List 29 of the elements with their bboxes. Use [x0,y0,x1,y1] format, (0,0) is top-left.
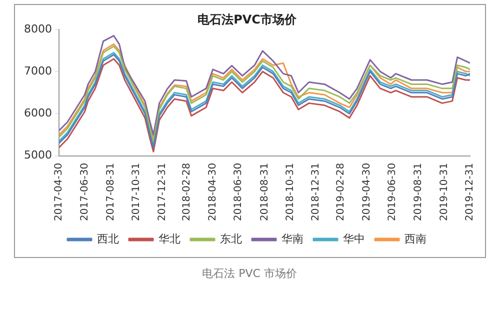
x-tick-label: 2019-10-31 [438,162,450,222]
x-tick-label: 2018-08-31 [259,162,270,222]
x-tick-label: 2017-12-31 [156,162,168,222]
legend-label: 西北 [97,232,119,246]
text: 电石法 PVC 市场价 [201,266,298,281]
legend-label: 华中 [343,232,365,246]
x-tick-label: 2019-12-31 [464,162,476,222]
chart-title: 电石法PVC市场价 [198,12,298,26]
x-tick-label: 2018-06-30 [233,162,244,222]
x-tick-label: 2019-02-28 [336,162,347,222]
x-tick-label: 2018-02-28 [182,162,193,222]
x-tick-label: 2017-04-30 [54,162,65,222]
y-tick-label: 5000 [24,148,52,162]
y-tick-label: 6000 [24,106,52,120]
legend-label: 华北 [158,232,180,246]
x-tick-label: 2017-10-31 [131,162,142,222]
x-tick-label: 2018-12-31 [310,162,322,222]
legend-label: 西南 [404,232,426,246]
x-tick-label: 2018-10-31 [285,162,296,222]
x-tick-label: 2019-04-30 [361,162,372,222]
x-tick-label: 2019-06-30 [387,162,398,222]
y-tick-label: 7000 [24,64,52,78]
x-tick-label: 2019-08-31 [413,162,424,222]
legend-label: 东北 [220,232,242,246]
legend-label: 华南 [282,232,304,246]
x-tick-label: 2017-06-30 [79,162,90,222]
x-tick-label: 2018-04-30 [207,162,218,222]
x-tick-label: 2017-08-31 [105,162,116,222]
y-tick-label: 8000 [24,22,52,36]
